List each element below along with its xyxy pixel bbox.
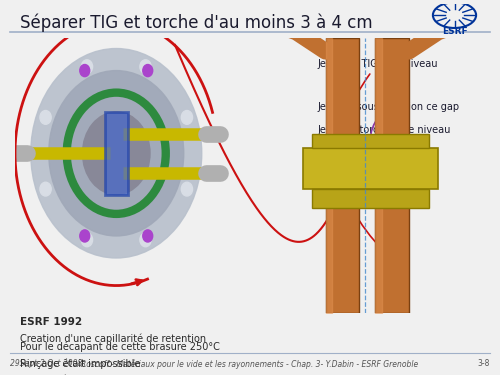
Circle shape (143, 230, 152, 242)
Text: Je soude TIG à ce niveau: Je soude TIG à ce niveau (318, 58, 438, 252)
Text: Creation d'une capillarité de retention: Creation d'une capillarité de retention (20, 333, 206, 344)
Text: Rinçage était impossible: Rinçage était impossible (20, 358, 140, 369)
Text: Je brase torche à ce niveau: Je brase torche à ce niveau (318, 124, 451, 173)
Text: ESRF 1992: ESRF 1992 (20, 317, 82, 327)
Circle shape (80, 64, 90, 76)
Circle shape (31, 48, 202, 258)
Circle shape (49, 70, 184, 236)
Circle shape (140, 60, 151, 74)
Circle shape (40, 111, 51, 124)
Bar (105, 112, 128, 195)
Circle shape (82, 112, 150, 195)
Bar (312, 134, 429, 148)
Text: Je rince sous pression ce gap: Je rince sous pression ce gap (318, 102, 460, 140)
Circle shape (82, 60, 92, 74)
Circle shape (82, 233, 92, 247)
Circle shape (143, 64, 152, 76)
Circle shape (80, 230, 90, 242)
Text: Séparer TIG et torche d'au moins 3 à 4 cm: Séparer TIG et torche d'au moins 3 à 4 c… (20, 13, 372, 32)
Bar (326, 38, 359, 313)
Text: ESRF: ESRF (442, 27, 468, 36)
Circle shape (140, 233, 151, 247)
Circle shape (182, 111, 192, 124)
Bar (312, 189, 429, 209)
Text: Pour le décapant de cette brasure 250°C: Pour le décapant de cette brasure 250°C (20, 342, 220, 352)
Text: 29Sept-2 Oct 2008: 29Sept-2 Oct 2008 (10, 359, 83, 368)
Bar (303, 148, 438, 189)
Bar (375, 38, 409, 313)
Circle shape (182, 182, 192, 196)
Circle shape (40, 182, 51, 196)
Text: Roscoff - Matériaux pour le vide et les rayonnements - Chap. 3- Y.Dabin - ESRF G: Roscoff - Matériaux pour le vide et les … (82, 359, 418, 369)
Text: 3-8: 3-8 (478, 359, 490, 368)
